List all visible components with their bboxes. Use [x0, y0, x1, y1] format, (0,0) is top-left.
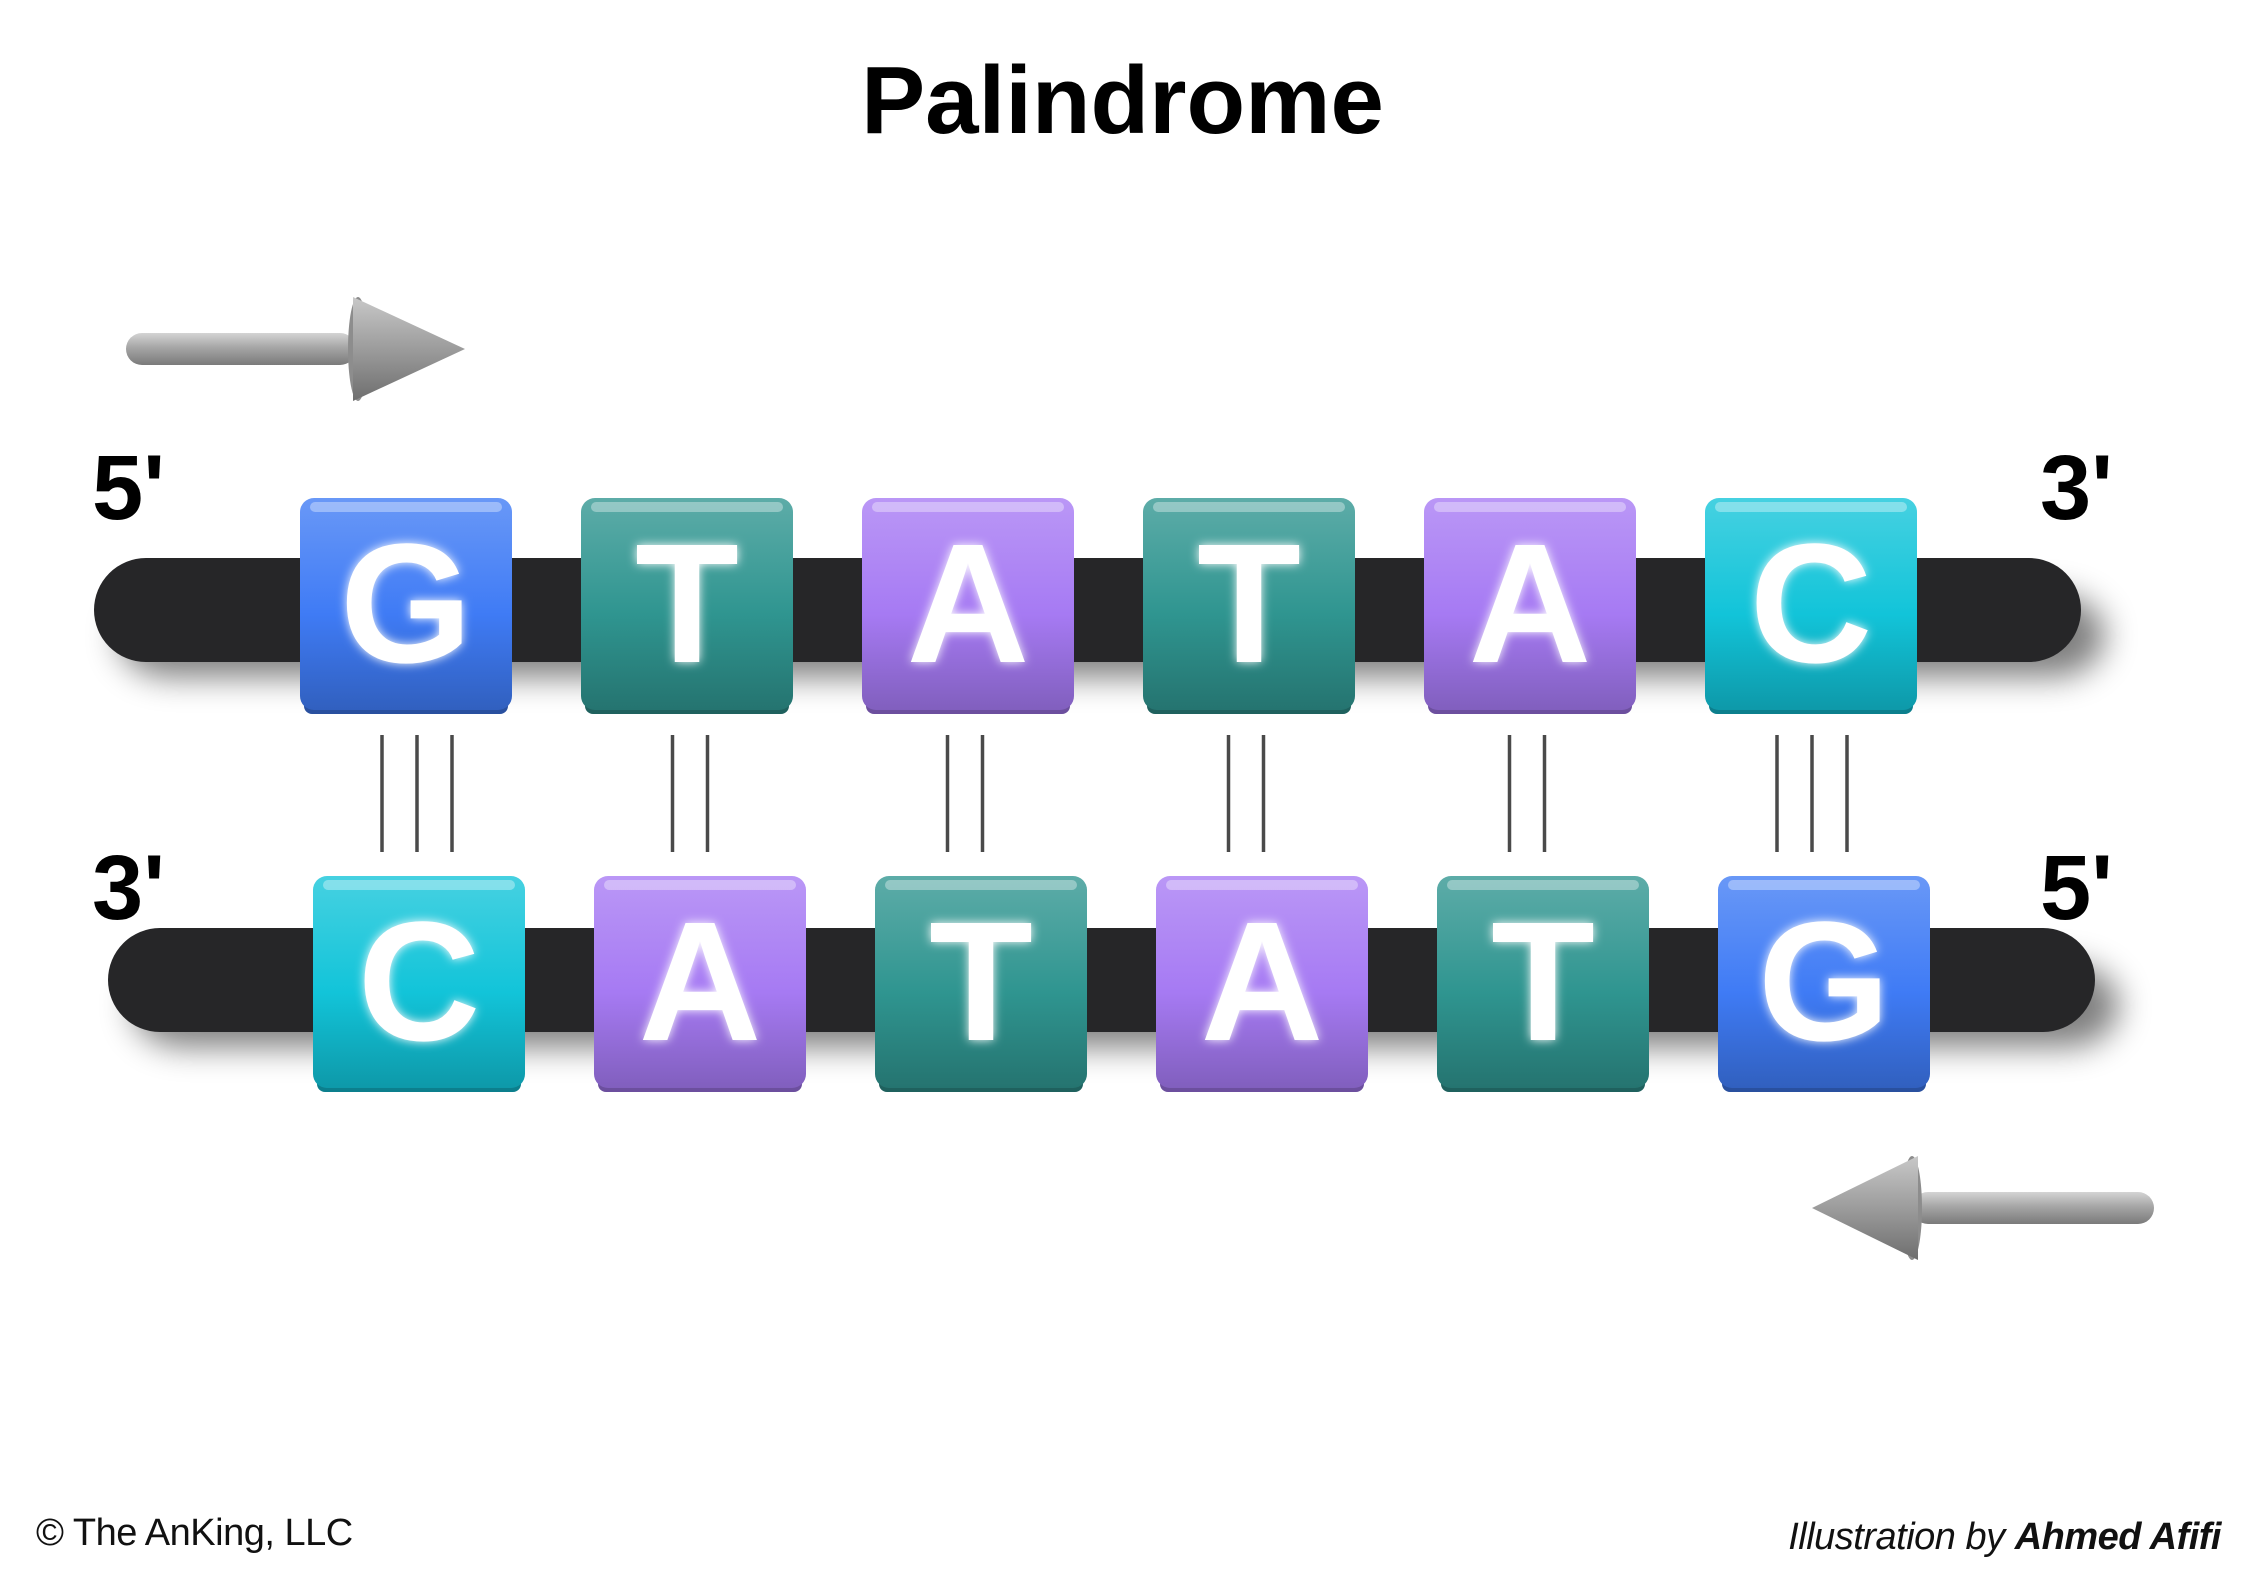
base-g-block: G	[300, 498, 512, 714]
base-a-block: A	[862, 498, 1074, 714]
top-direction-arrow-icon	[126, 297, 465, 401]
bottom-strand-left-end-label: 3'	[92, 837, 166, 939]
base-t-block: T	[581, 498, 793, 714]
base-letter: A	[639, 887, 762, 1077]
base-c-block: C	[313, 876, 525, 1092]
credit-prefix: Illustration by	[1788, 1516, 2005, 1558]
top-strand-right-end-label: 3'	[2040, 437, 2114, 539]
base-a-block: A	[1424, 498, 1636, 714]
base-t-block: T	[875, 876, 1087, 1092]
base-letter: T	[635, 509, 739, 699]
base-c-block: C	[1705, 498, 1917, 714]
base-letter: T	[1491, 887, 1595, 1077]
base-letter: G	[1758, 887, 1890, 1077]
base-letter: T	[929, 887, 1033, 1077]
base-letter: T	[1197, 509, 1301, 699]
base-letter: C	[1750, 509, 1873, 699]
hydrogen-bond-lines	[670, 735, 710, 852]
bottom-direction-arrow-icon	[1812, 1156, 2154, 1260]
hydrogen-bond-lines	[1226, 735, 1266, 852]
copyright-notice: © The AnKing, LLC	[36, 1512, 353, 1554]
illustration-credit: Illustration by Ahmed Afifi	[1788, 1516, 2221, 1559]
credit-name: Ahmed Afifi	[2014, 1516, 2222, 1558]
base-a-block: A	[594, 876, 806, 1092]
base-t-block: T	[1143, 498, 1355, 714]
base-a-block: A	[1156, 876, 1368, 1092]
page-title: Palindrome	[861, 47, 1384, 154]
hydrogen-bond-lines	[945, 735, 985, 852]
hydrogen-bond-lines	[380, 735, 454, 852]
base-g-block: G	[1718, 876, 1930, 1092]
base-letter: A	[1201, 887, 1324, 1077]
base-letter: A	[1469, 509, 1592, 699]
base-letter: C	[358, 887, 481, 1077]
top-strand-left-end-label: 5'	[92, 437, 166, 539]
hydrogen-bond-lines	[1507, 735, 1547, 852]
base-letter: G	[340, 509, 472, 699]
hydrogen-bond-lines	[1775, 735, 1849, 852]
bottom-strand-right-end-label: 5'	[2040, 837, 2114, 939]
base-t-block: T	[1437, 876, 1649, 1092]
base-letter: A	[907, 509, 1030, 699]
